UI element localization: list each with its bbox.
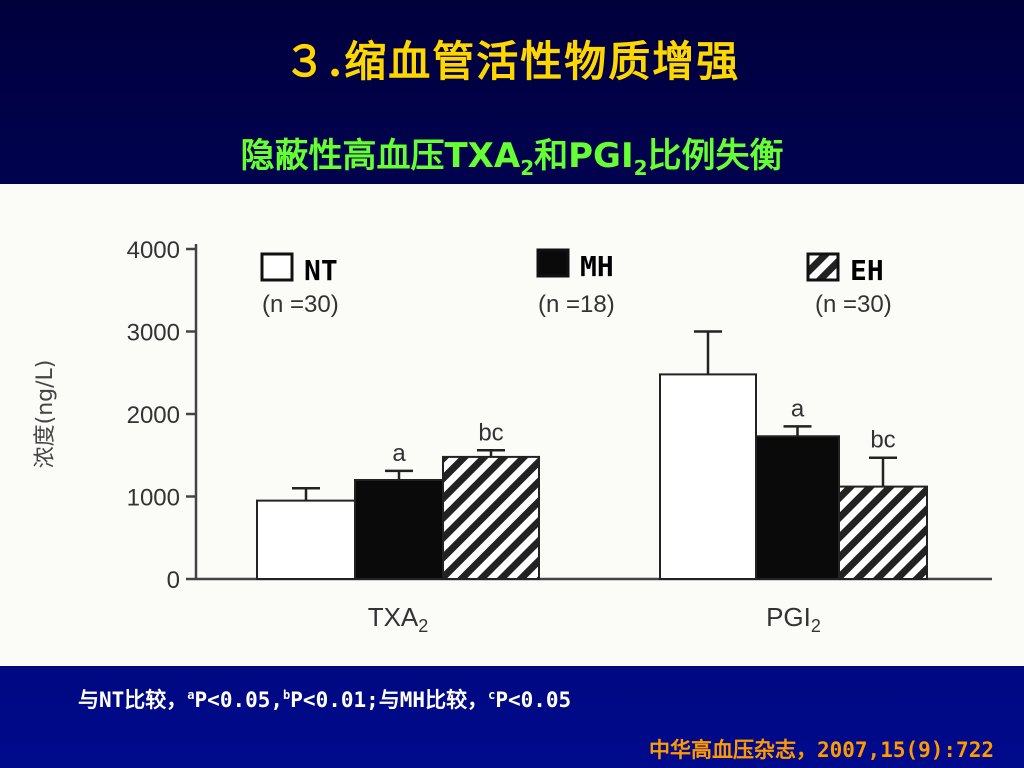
y-tick-label: 1000 <box>127 485 180 512</box>
legend-n-mh: (n =18) <box>538 291 615 318</box>
footnote-b-sup: b <box>283 688 291 702</box>
bar-eh-pgi <box>838 485 928 581</box>
legend-swatch-eh <box>806 252 840 282</box>
y-tick-label: 4000 <box>127 237 180 264</box>
bar-nt-pgi <box>659 373 757 580</box>
subtitle-sub2: 2 <box>633 155 648 180</box>
subtitle-part3: 比例失衡 <box>647 136 784 176</box>
footnote-a: P<0.05, <box>194 688 284 712</box>
footnote-a-sup: a <box>187 688 195 702</box>
legend-n-nt: (n =30) <box>262 291 339 318</box>
footnote-c: P<0.05 <box>495 688 572 712</box>
source-citation: 中华高血压杂志，2007,15(9):722 <box>648 738 994 762</box>
y-tick-label: 3000 <box>127 320 180 347</box>
subtitle-part2: 和PGI <box>534 136 634 176</box>
bar-mh-pgi <box>755 435 840 580</box>
category-main: PGI <box>766 602 811 632</box>
legend-swatch-nt <box>260 252 294 282</box>
bar-nt-txa <box>256 499 356 580</box>
bar-eh-txa <box>442 455 540 580</box>
legend-name-eh: EH <box>850 254 884 287</box>
bar-mh-txa <box>354 479 444 580</box>
slide-subtitle: 隐蔽性高血压TXA2和PGI2比例失衡 <box>0 128 1024 180</box>
significance-label: a <box>791 395 805 422</box>
significance-label: a <box>392 440 406 467</box>
footnote-c-sup: c <box>488 688 496 702</box>
footnote: 与NT比较，aP<0.05,bP<0.01;与MH比较，cP<0.05 <box>78 684 571 714</box>
y-tick-label: 2000 <box>127 402 180 429</box>
x-category-label: PGI2 <box>766 602 821 636</box>
significance-label: bc <box>478 419 503 446</box>
subtitle-part1: 隐蔽性高血压TXA <box>240 136 521 176</box>
category-main: TXA <box>368 602 419 632</box>
y-tick-label: 0 <box>167 567 180 594</box>
category-subscript: 2 <box>811 616 821 636</box>
category-subscript: 2 <box>418 616 428 636</box>
x-category-label: TXA2 <box>368 602 429 636</box>
slide-title: ３.缩血管活性物质增强 <box>283 37 741 86</box>
legend-swatch-mh <box>536 248 570 278</box>
subtitle-sub1: 2 <box>520 155 535 180</box>
legend-name-mh: MH <box>580 250 614 283</box>
significance-label: bc <box>870 427 895 454</box>
footnote-b: P<0.01;与MH比较， <box>290 688 489 712</box>
y-axis-label: 浓度(ng/L) <box>33 360 58 469</box>
footnote-pre: 与NT比较， <box>78 688 188 712</box>
legend-n-eh: (n =30) <box>815 291 892 318</box>
chart-panel: 0 1000 2000 3000 4000 浓度(ng/L) a bc TXA2 a bc PGI2… <box>0 184 1024 666</box>
legend-name-nt: NT <box>304 254 338 287</box>
